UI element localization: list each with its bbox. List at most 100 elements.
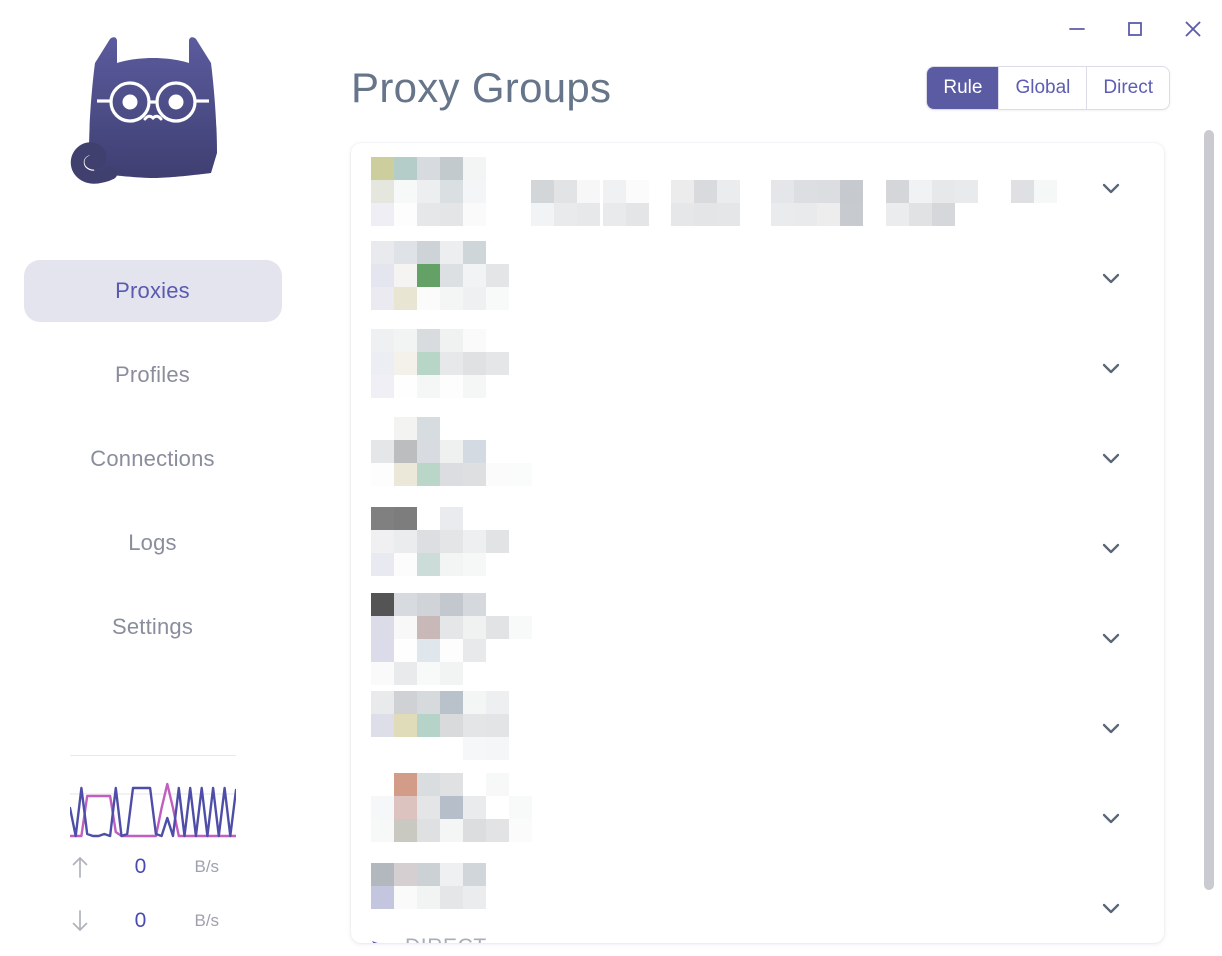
upload-rate-value: 0: [134, 855, 147, 878]
chevron-down-icon[interactable]: [1098, 715, 1124, 741]
minimize-button[interactable]: [1048, 3, 1106, 55]
redacted-group-content: [371, 413, 1131, 503]
redacted-block: [486, 264, 509, 287]
redacted-block: [463, 329, 486, 352]
vertical-scrollbar-track[interactable]: [1204, 0, 1214, 956]
redacted-block: [440, 203, 463, 226]
vertical-scrollbar-thumb[interactable]: [1204, 130, 1214, 890]
redacted-group-content: [371, 233, 1131, 323]
redacted-block: [440, 352, 463, 375]
redacted-block: [394, 264, 417, 287]
redacted-block: [417, 691, 440, 714]
redacted-block: [371, 157, 394, 180]
redacted-block: [463, 714, 486, 737]
redacted-block: [394, 180, 417, 203]
redacted-block: [717, 180, 740, 203]
redacted-block: [463, 691, 486, 714]
redacted-block: [440, 329, 463, 352]
upload-rate-unit: B/s: [194, 857, 220, 876]
redacted-block: [394, 773, 417, 796]
redacted-block: [371, 819, 394, 842]
redacted-block: [463, 203, 486, 226]
redacted-block: [371, 180, 394, 203]
send-icon: [372, 941, 378, 943]
maximize-icon: [1128, 22, 1142, 36]
proxy-group-row[interactable]: [351, 323, 1164, 413]
redacted-block: [394, 507, 417, 530]
redacted-block: [440, 863, 463, 886]
redacted-block: [486, 287, 509, 310]
proxy-group-row[interactable]: [351, 773, 1164, 863]
redacted-block: [794, 180, 817, 203]
upload-rate-row: 0 B/s: [65, 840, 241, 894]
proxy-group-row[interactable]: DIRECT: [351, 863, 1164, 943]
mode-button-rule[interactable]: Rule: [927, 67, 1000, 109]
minimize-icon: [1069, 28, 1085, 30]
redacted-block: [486, 463, 509, 486]
sidebar-item-connections[interactable]: Connections: [24, 428, 282, 490]
mode-button-label: Global: [1015, 77, 1071, 98]
redacted-block: [463, 530, 486, 553]
redacted-block: [554, 180, 577, 203]
maximize-button[interactable]: [1106, 3, 1164, 55]
redacted-block: [771, 180, 794, 203]
redacted-block: [417, 287, 440, 310]
redacted-block: [394, 553, 417, 576]
redacted-block: [463, 819, 486, 842]
chevron-down-icon[interactable]: [1098, 355, 1124, 381]
redacted-block: [417, 375, 440, 398]
redacted-block: [440, 287, 463, 310]
redacted-block: [486, 819, 509, 842]
redacted-block: [394, 352, 417, 375]
redacted-block: [394, 417, 417, 440]
redacted-block: [886, 180, 909, 203]
mode-button-global[interactable]: Global: [999, 67, 1088, 109]
sidebar-item-label: Settings: [111, 614, 194, 639]
redacted-block: [394, 203, 417, 226]
redacted-block: [603, 180, 626, 203]
redacted-block: [417, 593, 440, 616]
chevron-down-icon[interactable]: [1098, 535, 1124, 561]
chevron-down-icon[interactable]: [1098, 805, 1124, 831]
chevron-down-icon[interactable]: [1098, 445, 1124, 471]
redacted-block: [394, 796, 417, 819]
proxy-group-row[interactable]: [351, 503, 1164, 593]
redacted-block: [394, 329, 417, 352]
redacted-block: [577, 203, 600, 226]
redacted-block: [394, 241, 417, 264]
proxy-group-row[interactable]: [351, 143, 1164, 233]
chevron-down-icon[interactable]: [1098, 895, 1124, 921]
mode-button-direct[interactable]: Direct: [1087, 67, 1169, 109]
redacted-block: [394, 714, 417, 737]
redacted-block: [417, 329, 440, 352]
redacted-block: [463, 863, 486, 886]
redacted-block: [417, 440, 440, 463]
redacted-block: [417, 264, 440, 287]
redacted-block: [440, 463, 463, 486]
redacted-block: [371, 691, 394, 714]
chevron-down-icon[interactable]: [1098, 625, 1124, 651]
proxy-group-row[interactable]: [351, 413, 1164, 503]
proxy-group-label-row: DIRECT: [371, 935, 487, 943]
redacted-block: [394, 662, 417, 685]
sidebar-item-profiles[interactable]: Profiles: [24, 344, 282, 406]
chevron-down-icon[interactable]: [1098, 265, 1124, 291]
redacted-block: [463, 157, 486, 180]
redacted-block: [1011, 180, 1034, 203]
redacted-group-content: [371, 323, 1131, 413]
close-button[interactable]: [1164, 3, 1222, 55]
redacted-block: [394, 463, 417, 486]
redacted-block: [463, 241, 486, 264]
sidebar-item-logs[interactable]: Logs: [24, 512, 282, 574]
proxy-group-row[interactable]: [351, 593, 1164, 685]
redacted-block: [371, 264, 394, 287]
redacted-block: [486, 737, 509, 760]
chevron-down-icon[interactable]: [1098, 175, 1124, 201]
redacted-group-content: [371, 863, 1131, 943]
redacted-block: [417, 463, 440, 486]
redacted-block: [531, 180, 554, 203]
proxy-group-row[interactable]: [351, 233, 1164, 323]
sidebar-item-settings[interactable]: Settings: [24, 596, 282, 658]
sidebar-item-proxies[interactable]: Proxies: [23, 260, 282, 322]
proxy-group-row[interactable]: [351, 683, 1164, 773]
